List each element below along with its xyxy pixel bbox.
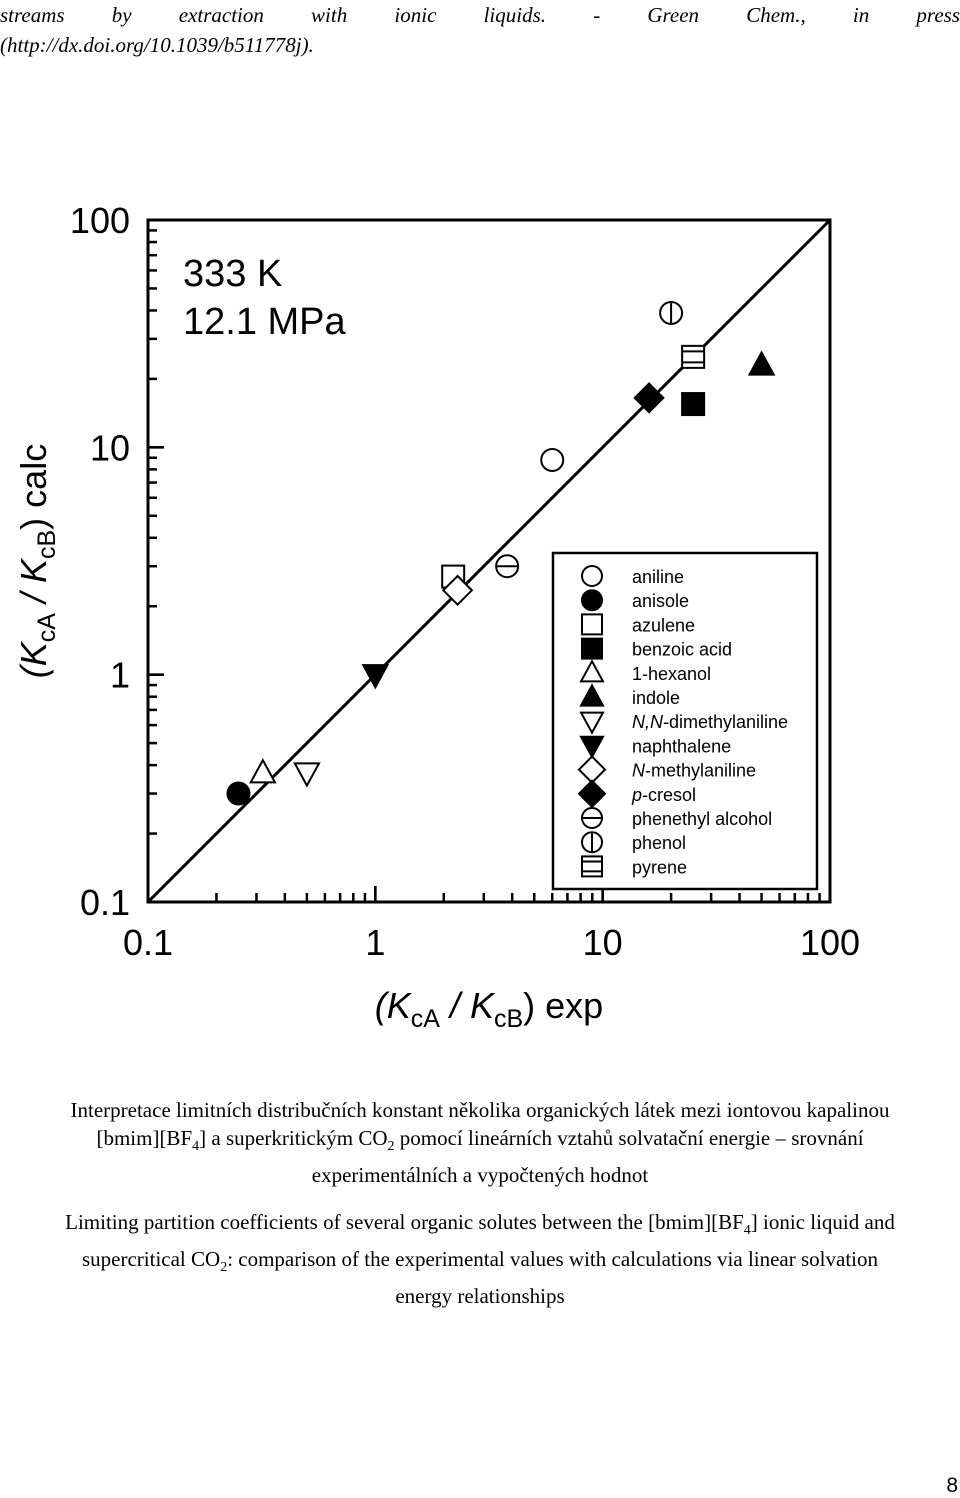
legend-marker: [581, 855, 603, 878]
legend: aniline anisole azulene benzoic acid 1-hexan…: [551, 551, 819, 891]
y-axis-label: (KcA / KcB) calc: [13, 444, 61, 678]
x-tick-label: 0.1: [123, 922, 173, 963]
legend-label: phenol: [632, 833, 686, 853]
data-point: [249, 758, 277, 784]
legend-label: anisole: [632, 591, 689, 611]
header-word: Green: [647, 3, 700, 27]
header-word: press: [916, 3, 960, 27]
legend-label: p-cresol: [631, 785, 696, 805]
y-tick-label: 10: [90, 427, 130, 468]
legend-marker: [579, 735, 605, 759]
data-point: [495, 554, 520, 579]
header-word: liquids.: [483, 3, 547, 27]
reference-line-y-equals-x: [146, 218, 832, 904]
legend-label: azulene: [632, 615, 695, 635]
header-word: with: [311, 3, 348, 27]
legend-marker: [581, 807, 603, 829]
caption-cz-line3: experimentálních a vypočtených hodnot: [311, 1163, 649, 1188]
caption-en-line3: energy relationships: [395, 1284, 565, 1309]
annotation-pressure: 12.1 MPa: [183, 301, 347, 343]
axis-tick-labels: 0.1 1 10 100 0.1 1 10 100: [70, 200, 860, 963]
data-point: [659, 300, 684, 325]
data-point: [747, 350, 776, 376]
page-number: 8: [946, 1474, 958, 1497]
caption-en-line2: supercritical CO2: comparison of the exp…: [81, 1247, 878, 1276]
data-point: [633, 382, 665, 414]
y-tick-label: 0.1: [80, 882, 130, 923]
legend-marker: [581, 637, 603, 660]
legend-marker: [579, 683, 605, 707]
x-tick-label: 100: [800, 922, 860, 963]
header-word: by: [111, 3, 132, 27]
running-header: streams by extraction with ionic liquids. - Gre…: [0, 0, 960, 60]
legend-marker: [577, 779, 607, 809]
header-doi-link[interactable]: (http://dx.doi.org/10.1039/b511778j).: [0, 33, 314, 57]
header-citation-line1: streams by extraction with ionic liquids. - Gre…: [0, 0, 960, 30]
header-word: ionic: [394, 3, 437, 27]
legend-label: benzoic acid: [632, 640, 732, 660]
data-point: [293, 762, 321, 788]
legend-marker: [579, 659, 605, 683]
data-point: [441, 574, 474, 607]
legend-label: indole: [632, 688, 680, 708]
legend-label: phenethyl alcohol: [632, 809, 772, 829]
header-word: streams: [0, 3, 65, 27]
y-tick-label: 100: [70, 200, 130, 241]
caption-czech: Interpretace limitních distribučních kon…: [0, 1096, 960, 1189]
partition-coefficient-chart: 0.1 1 10 100 0.1 1 10 100 333 K 12.1 MPa (KcA /…: [13, 200, 860, 1033]
x-tick-label: 1: [365, 922, 385, 963]
legend-label: pyrene: [632, 857, 687, 877]
legend-marker: [581, 831, 603, 854]
header-word: Chem.,: [746, 3, 806, 27]
annotation-temperature: 333 K: [183, 253, 282, 295]
x-axis-label: (KcA / KcB) exp: [375, 985, 603, 1033]
data-point: [681, 344, 706, 369]
legend-marker: [581, 613, 603, 636]
header-word: -: [593, 3, 601, 27]
data-point: [226, 781, 251, 806]
data-point: [681, 392, 706, 417]
legend-marker: [581, 565, 603, 587]
plot-frame: [146, 218, 832, 904]
caption-cz-line1: Interpretace limitních distribučních kon…: [70, 1098, 890, 1122]
caption-cz-line2: [bmim][BF4] a superkritickým CO2 pomocí …: [96, 1126, 864, 1155]
legend-label: N,N-dimethylaniline: [632, 712, 788, 732]
header-word: extraction: [178, 3, 264, 27]
axis-ticks: [146, 218, 832, 904]
caption-english: Limiting partition coefficients of sever…: [0, 1208, 960, 1310]
caption-en-line1: Limiting partition coefficients of sever…: [65, 1210, 895, 1239]
legend-label: aniline: [632, 567, 684, 587]
legend-label: 1-hexanol: [632, 664, 711, 684]
x-tick-label: 10: [583, 922, 623, 963]
legend-label: naphthalene: [632, 736, 731, 756]
y-tick-label: 1: [110, 655, 130, 696]
legend-marker: [579, 711, 605, 735]
data-point: [361, 664, 390, 690]
legend-label: N-methylaniline: [632, 761, 756, 781]
data-points: [226, 300, 776, 806]
legend-marker: [581, 589, 603, 612]
data-point: [540, 447, 565, 472]
header-word: in: [852, 3, 870, 27]
